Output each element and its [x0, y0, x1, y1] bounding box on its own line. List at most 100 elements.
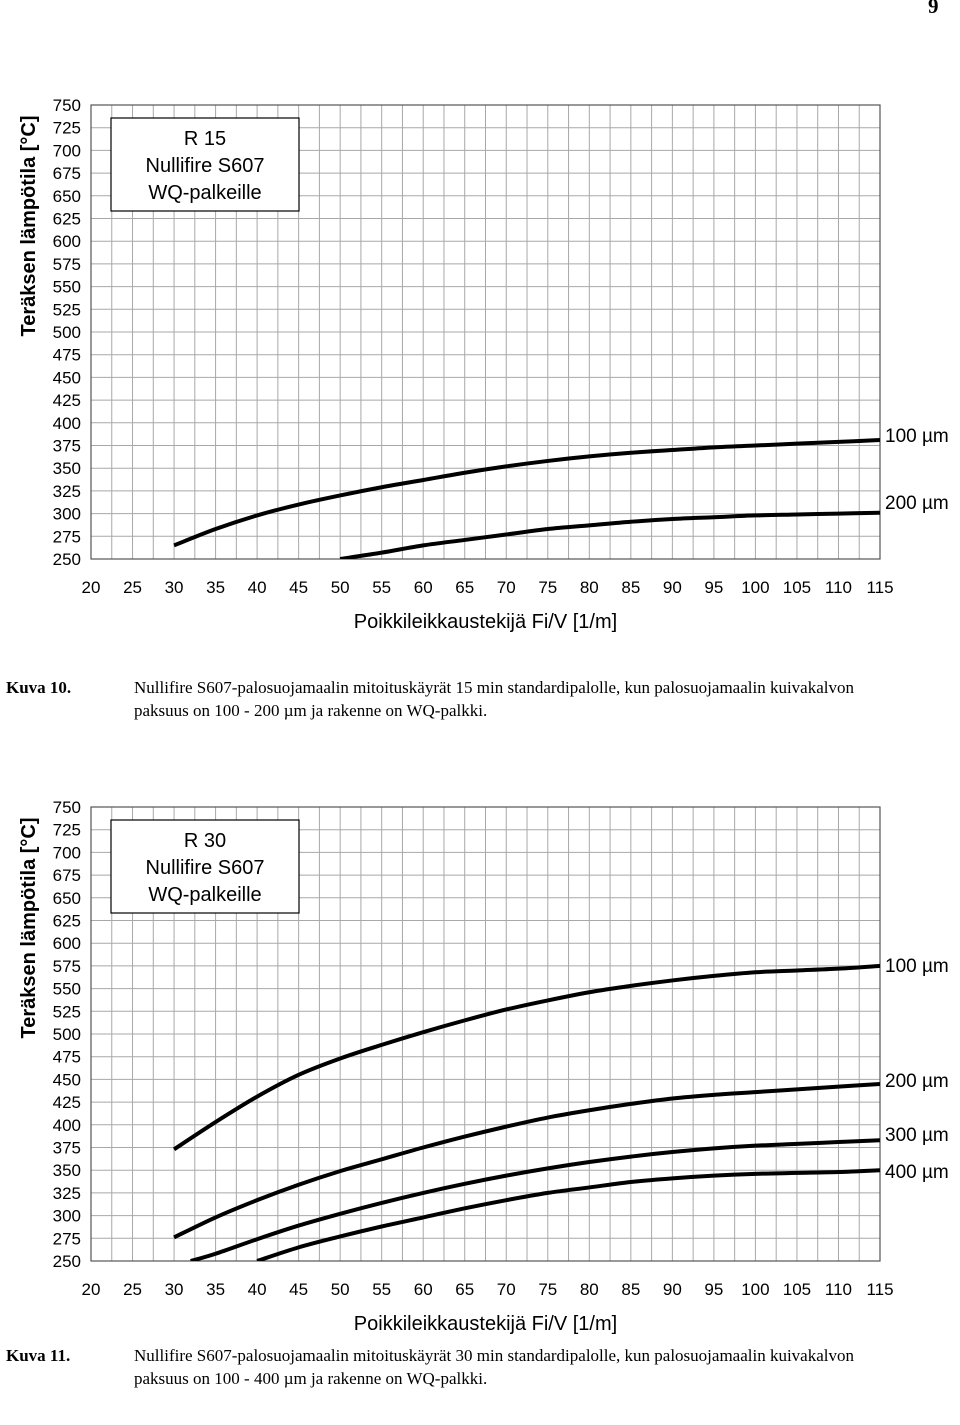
y-tick-label: 550 [53, 980, 81, 999]
x-tick-label: 80 [580, 1280, 599, 1299]
chart-title-line: R 15 [184, 128, 226, 150]
page-number: 9 [928, 0, 939, 18]
y-tick-label: 750 [53, 798, 81, 817]
x-tick-label: 70 [497, 578, 516, 597]
x-tick-label: 55 [372, 578, 391, 597]
y-tick-label: 700 [53, 843, 81, 862]
x-tick-label: 60 [414, 578, 433, 597]
x-tick-label: 35 [206, 578, 225, 597]
x-tick-label: 105 [783, 1280, 811, 1299]
y-tick-label: 450 [53, 1070, 81, 1089]
y-axis-title: Teräksen lämpötila [°C] [18, 115, 40, 336]
y-tick-label: 725 [53, 119, 81, 138]
y-tick-label: 250 [53, 550, 81, 569]
y-tick-label: 375 [53, 437, 81, 456]
y-tick-label: 250 [53, 1252, 81, 1271]
y-tick-label: 525 [53, 1002, 81, 1021]
y-tick-label: 750 [53, 96, 81, 115]
chart-title-line: WQ-palkeille [148, 884, 261, 906]
x-tick-label: 70 [497, 1280, 516, 1299]
x-tick-label: 45 [289, 578, 308, 597]
y-axis-title: Teräksen lämpötila [°C] [18, 817, 40, 1038]
plot-frame [90, 104, 881, 560]
y-tick-label: 500 [53, 1025, 81, 1044]
caption-text: Nullifire S607-palosuojamaalin mitoitusk… [134, 1346, 854, 1388]
x-tick-label: 100 [741, 1280, 769, 1299]
y-tick-label: 700 [53, 141, 81, 160]
x-tick-label: 25 [123, 1280, 142, 1299]
x-tick-label: 110 [825, 578, 852, 597]
x-tick-label: 110 [825, 1280, 852, 1299]
x-tick-label: 30 [165, 1280, 184, 1299]
x-tick-label: 75 [538, 578, 557, 597]
y-tick-label: 300 [53, 1207, 81, 1226]
x-tick-label: 50 [331, 1280, 350, 1299]
y-tick-label: 425 [53, 391, 81, 410]
y-tick-label: 575 [53, 957, 81, 976]
chart-title-box [110, 819, 300, 914]
chart-title-line: R 30 [184, 830, 226, 852]
y-tick-label: 300 [53, 505, 81, 524]
x-tick-label: 35 [206, 1280, 225, 1299]
x-tick-label: 80 [580, 578, 599, 597]
chart-r30: 250 275 300 325 350 375 400 425 450 475 500 525 550 5… [18, 798, 949, 1335]
x-tick-label: 100 [741, 578, 769, 597]
series-label: 200 µm [885, 1071, 949, 1092]
chart-title-line: Nullifire S607 [146, 857, 265, 879]
x-tick-label: 85 [621, 578, 640, 597]
series-line [172, 963, 880, 1151]
series-line [339, 510, 880, 559]
y-tick-label: 525 [53, 300, 81, 319]
y-tick-label: 325 [53, 1184, 81, 1203]
y-tick-label: 575 [53, 255, 81, 274]
y-tick-label: 475 [53, 1048, 81, 1067]
x-tick-label: 75 [538, 1280, 557, 1299]
x-tick-label: 115 [866, 578, 893, 597]
x-tick-label: 85 [621, 1280, 640, 1299]
x-tick-label: 95 [704, 1280, 723, 1299]
y-tick-label: 450 [53, 368, 81, 387]
y-tick-label: 625 [53, 210, 81, 229]
y-tick-label: 425 [53, 1093, 81, 1112]
y-tick-label: 400 [53, 414, 81, 433]
x-tick-label: 90 [663, 1280, 682, 1299]
x-tick-label: 50 [331, 578, 350, 597]
x-tick-label: 60 [414, 1280, 433, 1299]
x-tick-label: 45 [289, 1280, 308, 1299]
series-line [173, 438, 880, 548]
y-tick-label: 625 [53, 912, 81, 931]
x-axis-title: Poikkileikkaustekijä Fi/V [1/m] [354, 1313, 617, 1335]
chart-title-box [110, 117, 300, 212]
x-tick-label: 30 [165, 578, 184, 597]
series-line [173, 1081, 880, 1240]
x-tick-label: 65 [455, 1280, 474, 1299]
series-label: 300 µm [885, 1125, 949, 1146]
series-line [190, 1138, 880, 1261]
y-tick-label: 275 [53, 1229, 81, 1248]
caption-text: Nullifire S607-palosuojamaalin mitoitusk… [134, 678, 854, 720]
y-tick-label: 375 [53, 1139, 81, 1158]
x-tick-label: 55 [372, 1280, 391, 1299]
x-tick-label: 40 [248, 1280, 267, 1299]
x-tick-label: 105 [783, 578, 811, 597]
y-tick-label: 350 [53, 459, 81, 478]
series-label: 100 µm [885, 426, 949, 447]
y-tick-label: 675 [53, 866, 81, 885]
x-axis-title: Poikkileikkaustekijä Fi/V [1/m] [354, 611, 617, 633]
caption-label: Kuva 11. [6, 1346, 71, 1365]
y-tick-label: 725 [53, 821, 81, 840]
x-tick-label: 20 [82, 1280, 101, 1299]
y-tick-label: 675 [53, 164, 81, 183]
x-tick-label: 90 [663, 578, 682, 597]
y-tick-label: 400 [53, 1116, 81, 1135]
x-tick-label: 20 [82, 578, 101, 597]
y-tick-label: 325 [53, 482, 81, 501]
series-label: 100 µm [885, 956, 949, 977]
plot-frame [90, 806, 881, 1262]
y-tick-label: 275 [53, 527, 81, 546]
x-tick-label: 115 [866, 1280, 893, 1299]
x-tick-label: 40 [248, 578, 267, 597]
y-tick-label: 500 [53, 323, 81, 342]
x-tick-label: 25 [123, 578, 142, 597]
x-tick-label: 95 [704, 578, 723, 597]
